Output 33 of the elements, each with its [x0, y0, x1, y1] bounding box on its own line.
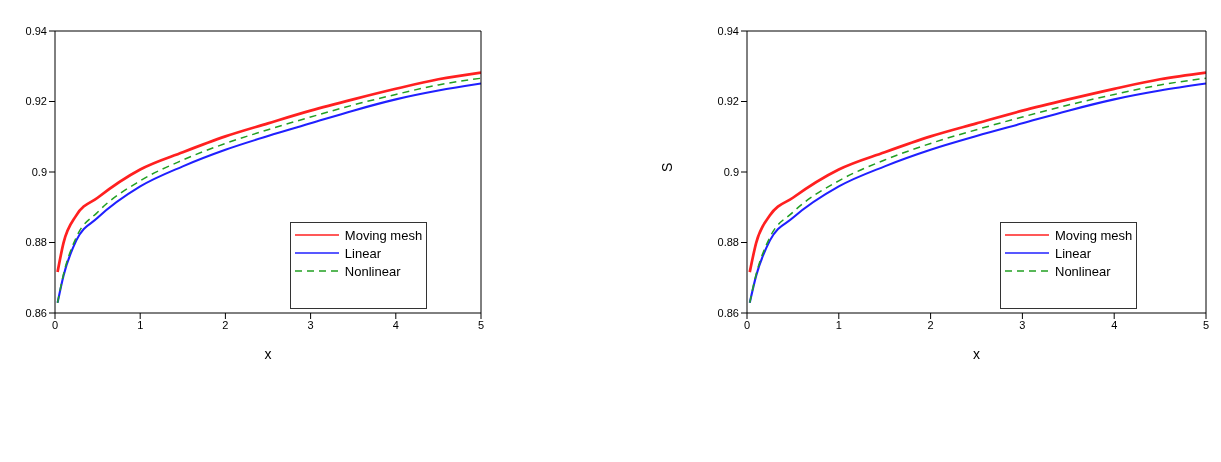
y-tick-label: 0.88: [717, 236, 739, 249]
line-series: [56, 71, 481, 274]
legend-label: Nonlinear: [1055, 263, 1111, 279]
y-tick-label: 0.92: [717, 95, 739, 108]
x-tick-label: 3: [307, 318, 314, 331]
y-axis-title: S: [658, 162, 675, 172]
x-axis-title: x: [264, 346, 272, 362]
line-series: [748, 71, 1206, 274]
x-tick-label: 0: [743, 318, 751, 331]
x-tick-label: 4: [1111, 318, 1118, 331]
x-tick-label: 2: [927, 318, 934, 331]
legend-label: Linear: [344, 245, 381, 261]
y-tick-label: 0.94: [25, 24, 47, 37]
legend-label: Moving mesh: [344, 227, 423, 243]
x-tick-label: 0: [51, 318, 59, 331]
x-tick-label: 3: [1019, 318, 1026, 331]
legend-label: Linear: [1055, 245, 1092, 261]
y-tick-label: 0.9: [31, 165, 47, 178]
legend-label: Nonlinear: [344, 263, 401, 279]
x-tick-label: 2: [222, 318, 229, 331]
x-tick-label: 1: [137, 318, 144, 331]
legend-label: Moving mesh: [1055, 227, 1133, 243]
x-axis-title: x: [973, 346, 980, 362]
y-tick-label: 0.9: [723, 165, 739, 178]
y-tick-label: 0.86: [25, 306, 47, 319]
x-tick-label: 5: [1202, 318, 1210, 331]
x-tick-label: 4: [392, 318, 399, 331]
y-tick-label: 0.92: [25, 95, 47, 108]
x-tick-label: 1: [835, 318, 842, 331]
y-tick-label: 0.94: [717, 24, 739, 37]
x-tick-label: 5: [477, 318, 485, 331]
y-tick-label: 0.88: [25, 236, 47, 249]
y-tick-label: 0.86: [717, 306, 739, 319]
